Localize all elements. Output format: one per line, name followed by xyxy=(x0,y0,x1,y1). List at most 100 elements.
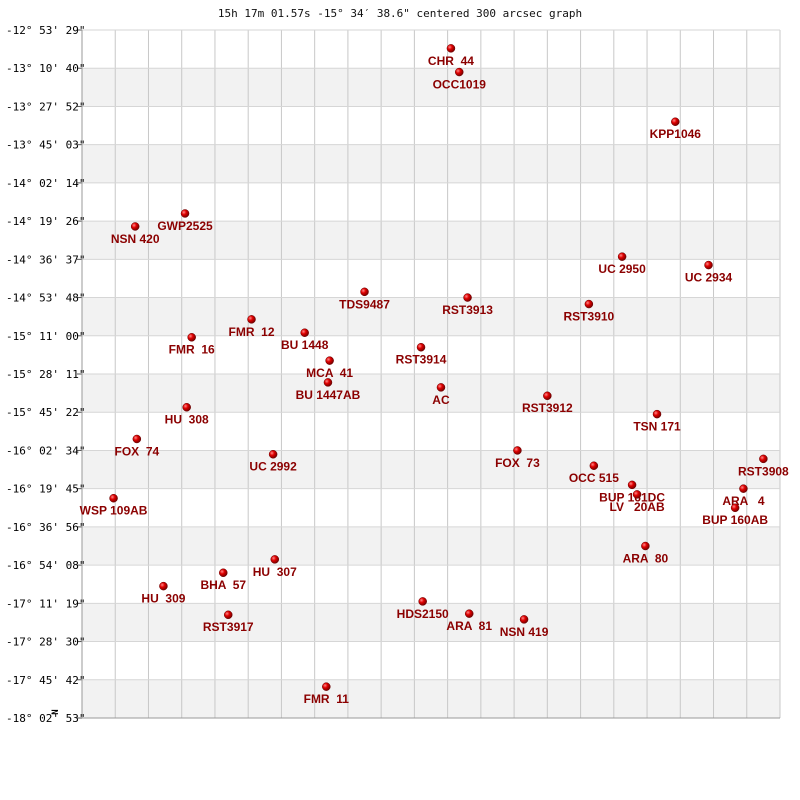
star-marker xyxy=(671,117,680,126)
star-label: FOX 73 xyxy=(495,456,540,470)
star-marker xyxy=(325,356,334,365)
grid-band xyxy=(82,335,780,374)
star-label: RST3912 xyxy=(522,401,573,415)
star-label: KPP1046 xyxy=(650,127,702,141)
grid-band xyxy=(82,182,780,222)
star-label: TSN 171 xyxy=(633,420,681,434)
y-tick-label: -16° 02' 34" xyxy=(6,444,85,457)
grid-band xyxy=(82,297,780,336)
star-marker xyxy=(464,609,474,618)
y-tick-label: -14° 36' 37" xyxy=(6,253,85,266)
star-label: HU 307 xyxy=(253,565,297,579)
y-tick-label: -17° 45' 42" xyxy=(6,674,85,687)
star-label: OCC1019 xyxy=(433,77,487,91)
star-label: BHA 57 xyxy=(200,578,246,592)
star-marker xyxy=(418,597,427,606)
y-tick-label: -16° 54' 08" xyxy=(6,559,85,572)
y-tick-label: -12° 53' 29" xyxy=(6,24,85,37)
grid-band xyxy=(82,30,780,69)
star-marker xyxy=(109,493,118,503)
grid-band xyxy=(82,221,780,260)
y-tick-label: -13° 45' 03" xyxy=(6,139,85,152)
star-marker xyxy=(416,342,426,352)
star-marker xyxy=(589,461,599,470)
star-label: MCA 41 xyxy=(306,366,353,380)
star-label: OCC 515 xyxy=(569,471,619,485)
y-tick-label: -14° 53' 48" xyxy=(6,292,85,305)
star-label: ARA 4 xyxy=(722,494,765,508)
star-marker xyxy=(543,391,552,401)
y-tick-label: -17° 11' 19" xyxy=(6,597,85,610)
star-marker xyxy=(219,568,228,578)
star-marker xyxy=(652,409,662,419)
star-marker xyxy=(436,383,446,392)
grid-band xyxy=(82,565,780,604)
star-label: UC 2950 xyxy=(598,262,646,276)
star-marker xyxy=(187,333,196,342)
star-label: RST3913 xyxy=(442,303,493,317)
grid-band xyxy=(82,374,780,413)
star-label: BU 1447AB xyxy=(296,388,361,402)
y-tick-label: -15° 45' 22" xyxy=(6,406,85,419)
star-label: BU 1448 xyxy=(281,338,329,352)
star-label: NSN 419 xyxy=(500,625,549,639)
star-label: HDS2150 xyxy=(397,607,449,621)
grid-band xyxy=(82,526,780,566)
y-tick-label: -17° 28' 30" xyxy=(6,636,85,649)
y-tick-label: -16° 36' 56" xyxy=(6,521,85,534)
grid-band xyxy=(82,68,780,107)
star-marker xyxy=(632,490,642,499)
y-tick-label: -13° 27' 52" xyxy=(6,100,85,113)
star-label: WSP 109AB xyxy=(80,504,148,518)
grid-band xyxy=(82,106,780,145)
star-label: RST3910 xyxy=(564,309,615,323)
star-label: UC 2934 xyxy=(685,271,733,285)
star-marker xyxy=(132,434,142,444)
y-tick-label: -14° 19' 26" xyxy=(6,215,85,228)
star-marker xyxy=(323,378,333,387)
star-marker xyxy=(704,260,713,270)
grid-band xyxy=(82,259,780,298)
star-label: UC 2992 xyxy=(249,460,297,474)
chart-title: 15h 17m 01.57s -15° 34′ 38.6" centered 3… xyxy=(218,7,582,20)
y-tick-label: -14° 02' 14" xyxy=(6,177,85,190)
star-label: FMR 16 xyxy=(169,343,215,357)
star-label: AC xyxy=(432,393,450,407)
grid-band xyxy=(82,488,780,527)
star-marker xyxy=(759,454,768,464)
star-label: GWP2525 xyxy=(157,219,213,233)
grid-band xyxy=(82,144,780,183)
grid-band xyxy=(82,450,780,489)
star-marker xyxy=(180,209,190,218)
y-tick-label: -18° 02' 53" xyxy=(6,712,85,725)
star-marker xyxy=(360,287,369,297)
star-label: LV 20AB xyxy=(610,500,665,514)
star-label: FMR 12 xyxy=(229,325,275,339)
grid-band xyxy=(82,412,780,451)
y-tick-label: -15° 11' 00" xyxy=(6,330,85,343)
star-label: FOX 74 xyxy=(114,444,159,458)
star-marker xyxy=(641,541,650,551)
grid-band xyxy=(82,679,780,718)
star-marker xyxy=(268,450,278,459)
y-tick-label: -13° 10' 40" xyxy=(6,62,85,75)
star-marker xyxy=(463,293,472,302)
star-marker xyxy=(223,610,233,620)
star-marker xyxy=(455,67,464,77)
star-marker xyxy=(519,615,529,624)
star-marker xyxy=(584,299,594,309)
star-marker xyxy=(322,682,331,691)
star-label: FMR 11 xyxy=(304,692,350,706)
star-marker xyxy=(300,328,309,337)
star-label: TDS9487 xyxy=(339,297,390,311)
star-marker xyxy=(617,252,627,261)
star-marker xyxy=(739,484,748,493)
y-tick-label: -16° 19' 45" xyxy=(6,483,85,496)
north-label: N xyxy=(51,709,61,714)
star-marker xyxy=(159,581,168,591)
star-label: ARA 81 xyxy=(446,619,492,633)
star-marker xyxy=(730,503,740,513)
star-label: BUP 161DC xyxy=(599,490,665,504)
star-label: NSN 420 xyxy=(111,232,160,246)
